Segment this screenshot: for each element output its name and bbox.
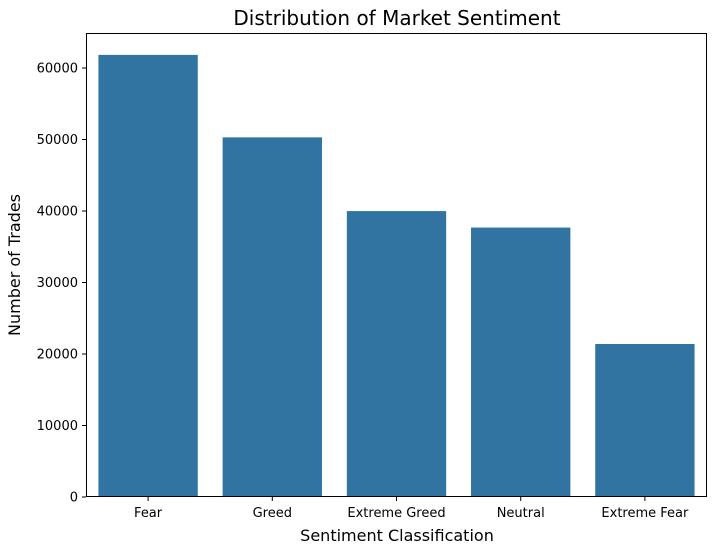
bars-group bbox=[98, 54, 695, 498]
y-axis-label: Number of Trades bbox=[5, 194, 24, 336]
x-tick-label: Greed bbox=[253, 506, 292, 521]
y-tick-label: 20000 bbox=[37, 348, 78, 363]
bar-neutral bbox=[471, 227, 571, 497]
bar-greed bbox=[222, 137, 322, 498]
x-tick-label: Neutral bbox=[497, 506, 545, 521]
bar-fear bbox=[98, 54, 198, 497]
y-tick-label: 30000 bbox=[37, 276, 78, 291]
chart-title: Distribution of Market Sentiment bbox=[233, 6, 560, 30]
bar-extreme-fear bbox=[595, 344, 695, 497]
y-axis: 0 10000 20000 30000 40000 50000 60000 bbox=[37, 62, 86, 506]
x-tick-label: Extreme Fear bbox=[601, 506, 689, 521]
bar-extreme-greed bbox=[346, 211, 447, 497]
y-tick-label: 0 bbox=[70, 491, 78, 506]
y-tick-label: 60000 bbox=[37, 62, 78, 77]
x-tick-label: Fear bbox=[134, 506, 163, 521]
x-axis-label: Sentiment Classification bbox=[300, 526, 494, 545]
x-axis: Fear Greed Extreme Greed Neutral Extreme Fea… bbox=[134, 497, 689, 521]
y-tick-label: 40000 bbox=[37, 205, 78, 220]
x-tick-label: Extreme Greed bbox=[347, 506, 445, 521]
y-tick-label: 10000 bbox=[37, 419, 78, 434]
y-tick-label: 50000 bbox=[37, 133, 78, 148]
